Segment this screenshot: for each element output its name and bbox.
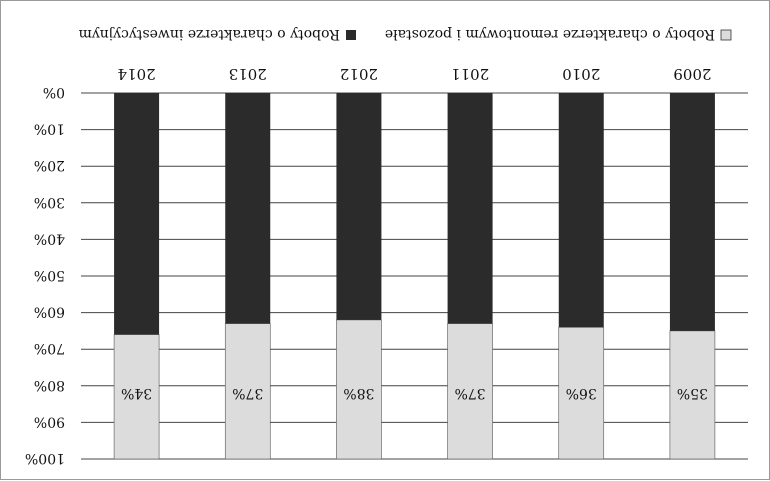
bar-segment-inwestycyjne xyxy=(447,93,493,324)
legend-label-inwestycyjne: Roboty o charakterze inwestycyjnym xyxy=(79,26,340,42)
y-tick-label: 10% xyxy=(34,121,65,137)
category-label: 2014 xyxy=(117,65,155,83)
y-tick-label: 20% xyxy=(34,157,65,173)
category-label: 2013 xyxy=(229,65,267,83)
y-tick-label: 70% xyxy=(34,340,65,356)
y-tick-label: 50% xyxy=(34,267,65,283)
bar-segment-inwestycyjne xyxy=(225,93,271,324)
legend-swatch-inwestycyjne xyxy=(346,30,356,40)
category-label: 2010 xyxy=(562,65,600,83)
data-label: 35% xyxy=(677,385,708,401)
y-tick-label: 0% xyxy=(43,84,65,100)
bar-segment-inwestycyjne xyxy=(336,93,382,320)
category-label: 2009 xyxy=(673,65,711,83)
y-tick-label: 40% xyxy=(34,230,65,246)
y-tick-label: 30% xyxy=(34,194,65,210)
data-label: 37% xyxy=(232,385,263,401)
y-tick-label: 90% xyxy=(34,413,65,429)
y-tick-label: 80% xyxy=(34,377,65,393)
y-tick-label: 60% xyxy=(34,304,65,320)
bar-segment-remontowe xyxy=(558,326,605,460)
data-label: 36% xyxy=(566,385,597,401)
bar-segment-inwestycyjne xyxy=(669,93,715,331)
data-label: 38% xyxy=(343,385,374,401)
bar-segment-inwestycyjne xyxy=(114,93,160,335)
legend-label-remontowe: Roboty o charakterze remontowym i pozost… xyxy=(385,26,715,42)
bar-segment-inwestycyjne xyxy=(558,93,604,328)
bar-segment-remontowe xyxy=(113,334,160,460)
bar-segment-remontowe xyxy=(669,330,716,460)
bar-segment-remontowe xyxy=(336,319,382,460)
legend-swatch-remontowe xyxy=(720,29,732,41)
category-label: 2012 xyxy=(340,65,378,83)
y-tick-label: 100% xyxy=(25,450,65,466)
data-label: 37% xyxy=(455,385,486,401)
bar-segment-remontowe xyxy=(447,323,493,460)
data-label: 34% xyxy=(121,385,152,401)
category-label: 2011 xyxy=(451,65,489,83)
bar-segment-remontowe xyxy=(224,323,271,460)
